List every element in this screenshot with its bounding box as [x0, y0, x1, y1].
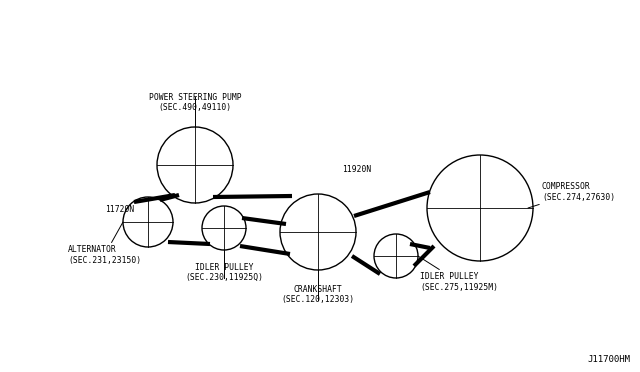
Text: POWER STEERING PUMP
(SEC.490,49110): POWER STEERING PUMP (SEC.490,49110) — [148, 93, 241, 112]
Text: COMPRESSOR
(SEC.274,27630): COMPRESSOR (SEC.274,27630) — [528, 182, 615, 208]
Text: IDLER PULLEY
(SEC.230,11925Q): IDLER PULLEY (SEC.230,11925Q) — [185, 263, 263, 282]
Text: ALTERNATOR
(SEC.231,23150): ALTERNATOR (SEC.231,23150) — [68, 222, 141, 265]
Text: CRANKSHAFT
(SEC.120,12303): CRANKSHAFT (SEC.120,12303) — [282, 285, 355, 304]
Text: 11720N: 11720N — [105, 205, 134, 215]
Text: J11700HM: J11700HM — [587, 355, 630, 364]
Text: 11920N: 11920N — [342, 166, 371, 174]
Text: IDLER PULLEY
(SEC.275,11925M): IDLER PULLEY (SEC.275,11925M) — [418, 256, 498, 292]
